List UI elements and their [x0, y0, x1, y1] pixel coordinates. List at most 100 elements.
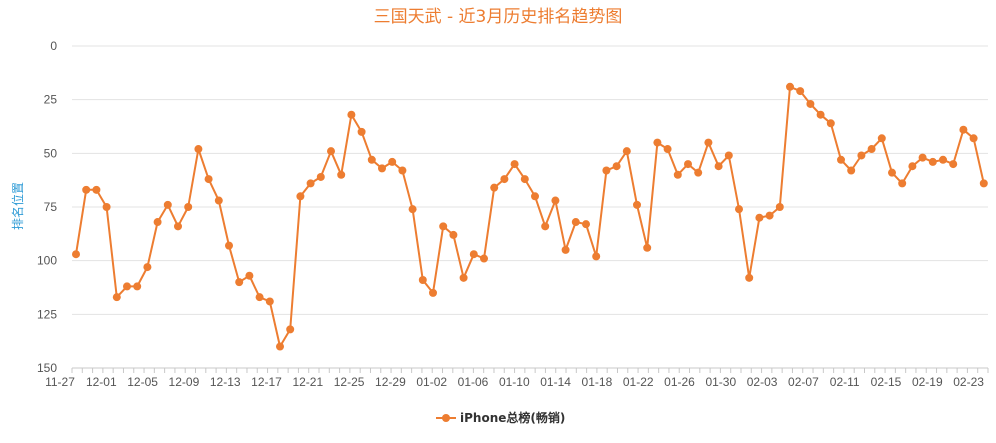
x-tick-label: 02-11	[830, 375, 860, 389]
data-point	[694, 168, 703, 177]
data-point	[316, 172, 325, 181]
x-tick-label: 02-03	[747, 375, 778, 389]
data-point	[92, 185, 101, 194]
data-point	[133, 282, 142, 291]
data-point	[265, 297, 274, 306]
y-tick-label: 125	[37, 307, 57, 321]
data-point	[398, 166, 407, 175]
data-point	[612, 162, 621, 171]
data-point	[510, 160, 519, 169]
data-point	[214, 196, 223, 205]
data-point	[276, 342, 284, 351]
y-axis-label: 排名位置	[10, 182, 25, 230]
x-tick-label: 01-22	[623, 375, 654, 389]
data-point	[459, 273, 468, 282]
data-point	[816, 110, 825, 119]
x-tick-label: 12-25	[334, 375, 365, 389]
data-point	[194, 145, 203, 154]
series-group	[72, 82, 988, 351]
x-tick-label: 01-30	[705, 375, 736, 389]
legend-marker	[442, 414, 450, 422]
data-point	[388, 157, 397, 166]
x-tick-label: 01-26	[664, 375, 695, 389]
data-point	[959, 125, 968, 134]
data-point	[490, 183, 499, 192]
x-tick-label: 12-01	[86, 375, 117, 389]
data-point	[153, 218, 162, 227]
data-point	[714, 162, 723, 171]
x-tick-label: 01-10	[499, 375, 530, 389]
y-tick-label: 50	[44, 146, 58, 160]
data-point	[327, 147, 335, 156]
data-point	[531, 192, 539, 201]
chart-title: 三国天武 - 近3月历史排名趋势图	[374, 7, 623, 27]
x-tick-label: 02-23	[953, 375, 984, 389]
data-point	[82, 185, 91, 194]
data-point	[602, 166, 611, 175]
data-point	[643, 243, 652, 252]
data-point	[622, 147, 631, 156]
data-point	[245, 271, 254, 280]
data-point	[928, 157, 937, 166]
data-point	[796, 87, 805, 96]
data-point	[143, 263, 152, 272]
data-point	[520, 175, 529, 184]
legend-label: iPhone总榜(畅销)	[460, 410, 565, 425]
data-point	[357, 127, 366, 136]
data-point	[704, 138, 713, 147]
data-point	[541, 222, 550, 231]
data-point	[337, 170, 346, 179]
data-point	[653, 138, 662, 147]
x-tick-label: 01-18	[582, 375, 613, 389]
x-tick-label: 12-21	[292, 375, 323, 389]
data-point	[378, 164, 386, 173]
y-tick-label: 25	[44, 93, 58, 107]
data-point	[551, 196, 560, 205]
data-point	[418, 275, 427, 284]
y-tick-label: 75	[44, 200, 58, 214]
x-tick-label: 11-27	[45, 375, 75, 389]
data-point	[592, 252, 601, 261]
data-point	[663, 145, 672, 154]
x-tick-label: 01-14	[540, 375, 571, 389]
data-point	[255, 293, 264, 302]
data-point	[286, 325, 295, 334]
data-point	[735, 205, 743, 214]
data-point	[102, 203, 111, 211]
data-point	[867, 145, 876, 154]
data-point	[112, 293, 121, 302]
y-axis-ticks: 0 25 50 75 100 125 150	[37, 39, 57, 375]
data-point	[204, 175, 213, 184]
legend[interactable]: iPhone总榜(畅销)	[436, 410, 565, 425]
data-point	[775, 203, 784, 211]
x-tick-label: 12-09	[169, 375, 200, 389]
x-tick-label: 12-29	[375, 375, 406, 389]
data-point	[123, 282, 131, 291]
data-point	[949, 160, 958, 169]
x-tick-label: 02-19	[912, 375, 943, 389]
x-tick-label: 12-17	[251, 375, 282, 389]
data-point	[908, 162, 917, 171]
data-point	[72, 250, 80, 259]
data-point	[918, 153, 927, 162]
data-point	[408, 205, 417, 214]
x-tick-label: 01-02	[416, 375, 447, 389]
data-point	[877, 134, 886, 143]
data-point	[225, 241, 233, 250]
y-tick-label: 100	[37, 254, 57, 268]
data-point	[979, 179, 988, 188]
data-point	[745, 273, 754, 282]
x-axis: 11-27 12-01 12-05 12-09 12-13 12-17 12-21 12-25…	[45, 367, 989, 389]
data-point	[673, 170, 682, 179]
data-point	[480, 254, 488, 263]
data-point	[898, 179, 907, 188]
data-point	[429, 288, 437, 297]
data-point	[174, 222, 182, 231]
data-point	[847, 166, 856, 175]
data-point	[837, 155, 845, 164]
data-point	[786, 82, 794, 91]
data-point	[367, 155, 376, 164]
data-point	[633, 200, 641, 209]
data-point	[755, 213, 764, 222]
